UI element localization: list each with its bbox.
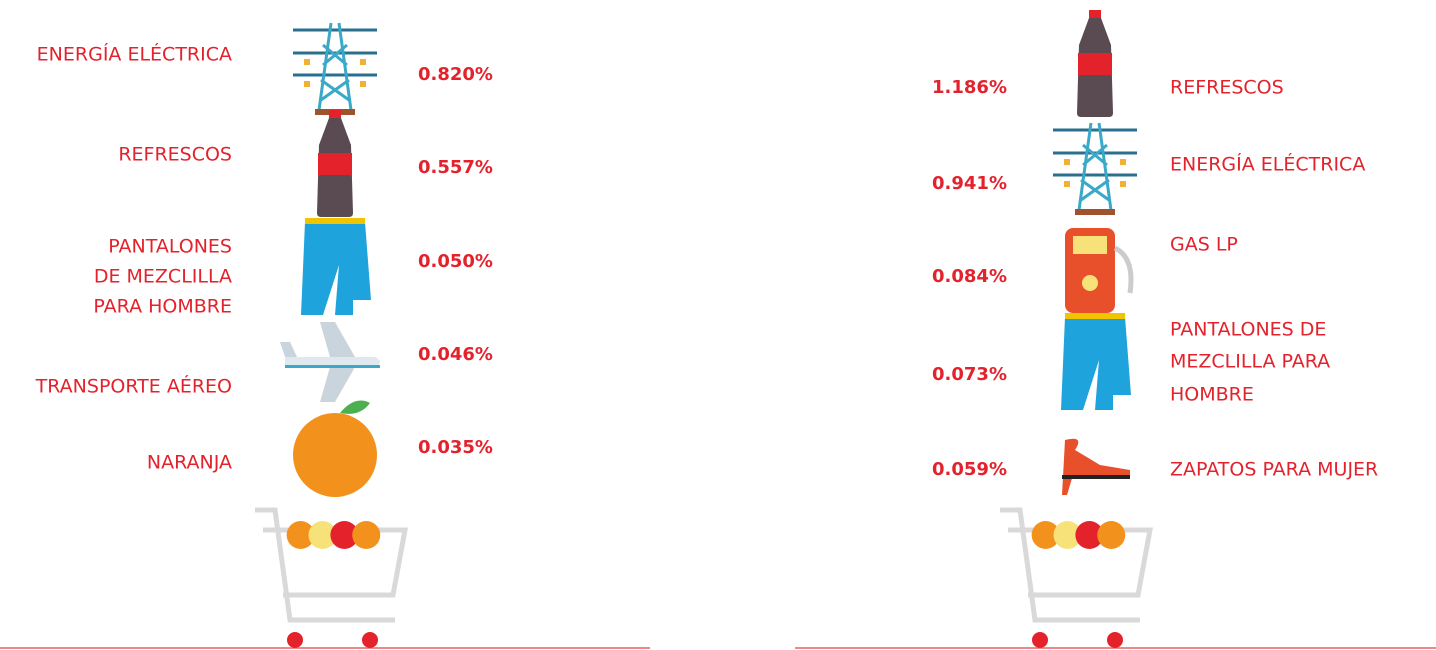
part bbox=[1075, 209, 1115, 215]
item-label: HOMBRE bbox=[1170, 384, 1254, 406]
part bbox=[362, 632, 378, 648]
part bbox=[1078, 53, 1112, 75]
item-label: MEZCLILLA PARA bbox=[1170, 351, 1330, 373]
part bbox=[293, 413, 377, 497]
item-value: 0.059% bbox=[932, 459, 1007, 480]
icon bbox=[280, 322, 380, 402]
item-value: 0.941% bbox=[932, 173, 1007, 194]
part bbox=[340, 401, 370, 414]
item-label: PARA HOMBRE bbox=[93, 296, 232, 318]
icon bbox=[301, 218, 371, 315]
part bbox=[1115, 248, 1131, 293]
item-label: ENERGÍA ELÉCTRICA bbox=[37, 43, 232, 66]
icon bbox=[293, 401, 377, 497]
part bbox=[1061, 317, 1131, 410]
part bbox=[1064, 181, 1070, 187]
icon bbox=[1053, 123, 1137, 215]
item-label: PANTALONES bbox=[108, 236, 232, 258]
item-label: REFRESCOS bbox=[1170, 77, 1284, 99]
item-value: 0.073% bbox=[932, 364, 1007, 385]
cart-icon bbox=[255, 510, 405, 648]
item-label: NARANJA bbox=[147, 452, 232, 474]
part bbox=[1082, 275, 1098, 291]
icon bbox=[1077, 10, 1113, 117]
part bbox=[1120, 181, 1126, 187]
item-value: 0.035% bbox=[418, 437, 493, 458]
item-label: PANTALONES DE bbox=[1170, 319, 1326, 341]
item-label: ZAPATOS PARA MUJER bbox=[1170, 459, 1378, 481]
part bbox=[318, 153, 352, 175]
item-value: 0.557% bbox=[418, 157, 493, 178]
item-value: 1.186% bbox=[932, 77, 1007, 98]
part bbox=[1089, 10, 1101, 18]
item-label: ENERGÍA ELÉCTRICA bbox=[1170, 153, 1365, 176]
part bbox=[1062, 475, 1130, 479]
part bbox=[1073, 236, 1107, 254]
icon bbox=[1065, 228, 1131, 313]
icon bbox=[293, 23, 377, 115]
part bbox=[329, 110, 341, 118]
part bbox=[1120, 159, 1126, 165]
cart-icon bbox=[1000, 510, 1150, 648]
item-value: 0.046% bbox=[418, 344, 493, 365]
part bbox=[285, 365, 380, 368]
part bbox=[1065, 313, 1125, 319]
part bbox=[1062, 439, 1130, 495]
part bbox=[287, 632, 303, 648]
icon bbox=[1061, 313, 1131, 410]
part bbox=[304, 81, 310, 87]
item-value: 0.050% bbox=[418, 251, 493, 272]
part bbox=[304, 59, 310, 65]
icon bbox=[317, 110, 353, 217]
icon bbox=[1062, 439, 1130, 495]
item-value: 0.820% bbox=[418, 64, 493, 85]
item-value: 0.084% bbox=[932, 266, 1007, 287]
item-label: REFRESCOS bbox=[118, 144, 232, 166]
part bbox=[360, 81, 366, 87]
part bbox=[360, 59, 366, 65]
part bbox=[319, 23, 351, 110]
part bbox=[352, 521, 380, 549]
part bbox=[1079, 123, 1111, 210]
item-label: DE MEZCLILLA bbox=[94, 266, 232, 288]
part bbox=[305, 218, 365, 224]
item-label: GAS LP bbox=[1170, 234, 1238, 256]
part bbox=[301, 222, 371, 315]
part bbox=[1097, 521, 1125, 549]
item-label: TRANSPORTE AÉREO bbox=[35, 375, 232, 398]
part bbox=[1032, 632, 1048, 648]
infographic: ENERGÍA ELÉCTRICA 0.820% REFRESCOS 0.557% PA… bbox=[0, 0, 1436, 650]
part bbox=[1107, 632, 1123, 648]
part bbox=[1064, 159, 1070, 165]
